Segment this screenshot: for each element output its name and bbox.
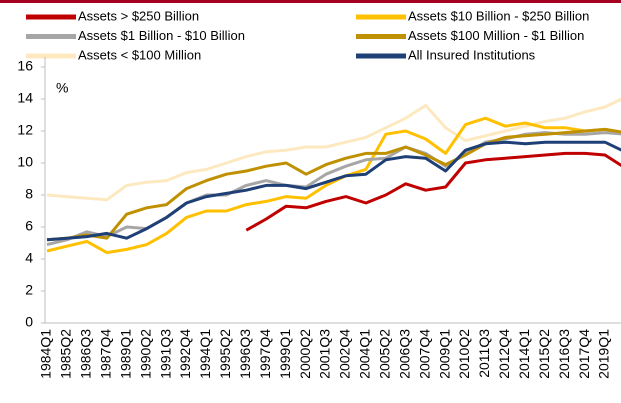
x-tick-label: 1995Q2 — [217, 329, 233, 379]
series-line — [46, 97, 621, 202]
legend: Assets > $250 Billion Assets $10 Billion … — [26, 8, 589, 62]
legend-label: Assets $10 Billion - $250 Billion — [408, 8, 589, 23]
y-axis-label: % — [56, 80, 68, 96]
y-tick-label: 6 — [25, 218, 33, 234]
legend-label: Assets > $250 Billion — [78, 8, 199, 23]
y-tick-label: 8 — [25, 186, 33, 202]
top-rule — [0, 0, 621, 3]
y-tick-label: 4 — [25, 250, 33, 266]
x-tick-label: 1990Q2 — [137, 329, 153, 379]
legend-label: All Insured Institutions — [408, 47, 536, 62]
x-tick-label: 2004Q1 — [357, 329, 373, 379]
y-tick-label: 12 — [17, 122, 33, 138]
x-tick-label: 1992Q4 — [177, 329, 193, 379]
x-tick-label: 1999Q1 — [277, 329, 293, 379]
series-line — [46, 127, 621, 242]
y-tick-label: 0 — [25, 314, 33, 330]
x-tick-label: 1985Q2 — [58, 329, 74, 379]
x-tick-label: 1986Q3 — [78, 329, 94, 379]
x-tick-label: 2017Q4 — [576, 329, 592, 379]
x-tick-label: 1996Q3 — [237, 329, 253, 379]
x-tick-label: 2011Q3 — [476, 329, 492, 378]
series-line — [46, 140, 621, 242]
x-tick-label: 2012Q4 — [496, 329, 512, 379]
x-tick-label: 1989Q1 — [117, 329, 133, 379]
x-tick-label: 2006Q3 — [396, 329, 412, 379]
x-tick-label: 1987Q4 — [97, 329, 113, 379]
x-tick-label: 1984Q1 — [38, 329, 54, 379]
plot-area — [46, 97, 621, 255]
x-tick-label: 2000Q2 — [297, 329, 313, 379]
x-tick-label: 2016Q3 — [556, 329, 572, 379]
series-line — [245, 151, 621, 232]
series-line — [46, 131, 621, 247]
x-tick-label: 2010Q2 — [456, 329, 472, 379]
x-tick-label: 2005Q2 — [377, 329, 393, 379]
x-tick-label: 2019Q1 — [596, 329, 612, 379]
legend-label: Assets $100 Million - $1 Billion — [408, 28, 584, 43]
legend-label: Assets < $100 Million — [78, 47, 201, 62]
series-line — [46, 116, 621, 255]
x-tick-label: 2015Q2 — [536, 329, 552, 379]
x-tick-label: 2002Q4 — [337, 329, 353, 379]
y-tick-label: 2 — [25, 282, 33, 298]
x-tick-label: 1991Q3 — [157, 329, 173, 379]
x-tick-label: 2009Q1 — [436, 329, 452, 379]
y-tick-label: 14 — [17, 90, 33, 106]
y-tick-label: 16 — [17, 58, 33, 74]
legend-label: Assets $1 Billion - $10 Billion — [78, 28, 245, 43]
x-tick-label: 2007Q4 — [416, 329, 432, 379]
x-tick-label: 2001Q3 — [317, 329, 333, 379]
y-tick-label: 10 — [17, 154, 33, 170]
x-tick-label: 2014Q1 — [516, 329, 532, 379]
x-tick-label: 1997Q4 — [257, 329, 273, 379]
x-tick-label: 1994Q1 — [197, 329, 213, 379]
